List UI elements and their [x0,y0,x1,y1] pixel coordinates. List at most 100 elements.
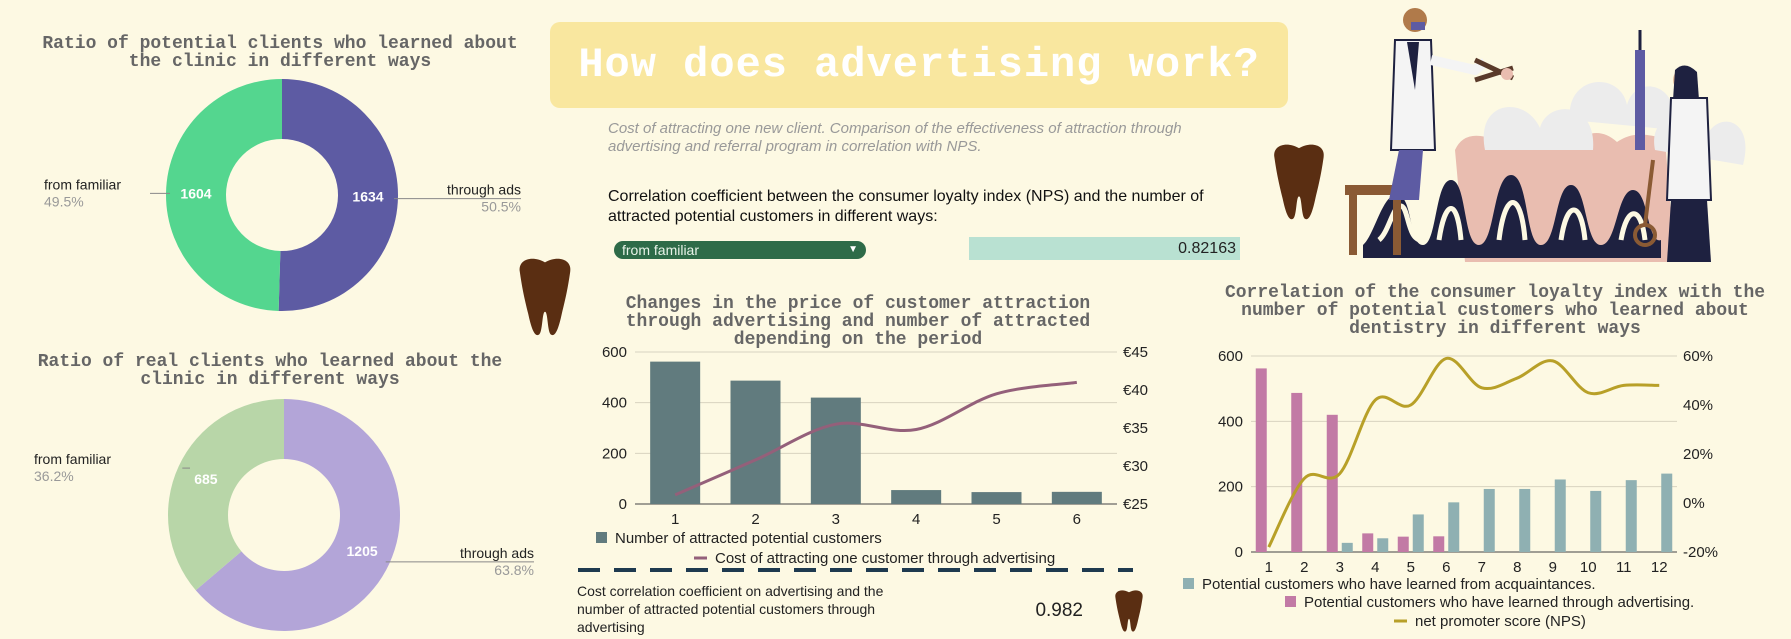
bar [1377,538,1389,552]
y-tick-label: 400 [1218,413,1243,430]
cost-correlation-value: 0.982 [1035,600,1083,621]
x-tick-label: 7 [1478,559,1486,576]
donut-slice [195,399,400,631]
x-tick-label: 6 [1442,559,1450,576]
legend-label: Potential customers who have learned thr… [1304,594,1694,611]
x-tick-label: 2 [751,511,759,528]
bar [1397,536,1409,552]
series-line [1267,356,1660,548]
y2-tick-label: 40% [1683,397,1713,414]
slice-percent-label: 50.5% [481,199,521,215]
slice-percent-label: 63.8% [494,562,534,578]
slice-percent-label: 36.2% [34,468,74,484]
y-tick-label: 200 [602,445,627,462]
x-tick-label: 4 [912,511,920,528]
x-tick-label: 3 [1336,559,1344,576]
header-banner: How does advertising work? [550,22,1288,108]
x-tick-label: 1 [671,511,679,528]
tooth-icon [1274,144,1324,220]
tooth-icon [519,258,571,336]
x-tick-label: 8 [1513,559,1521,576]
x-tick-label: 11 [1616,559,1632,576]
donut-slice [278,79,399,312]
chevron-down-icon: ▼ [848,244,858,255]
bar [1625,480,1637,552]
donut-slice [167,399,284,591]
bar [1326,414,1338,552]
x-tick-label: 12 [1651,559,1668,576]
legend-label: net promoter score (NPS) [1415,613,1586,630]
legend-swatch [596,532,607,543]
select-value: from familiar [622,242,700,258]
y2-tick-label: 20% [1683,446,1713,463]
slice-name-label: through ads [447,182,521,198]
separator-line [578,568,1133,572]
y-tick-label: 0 [1235,544,1243,561]
y2-tick-label: €45 [1123,344,1148,361]
bar [810,397,861,504]
bar [1519,488,1531,552]
bar [1554,479,1566,552]
bar [971,492,1022,504]
slice-name-label: from familiar [44,176,121,192]
slice-percent-label: 49.5% [44,193,84,209]
combo1-chart: 0 200 400 600 €25 €30 €35 €40 €45 1 2 3 4 5 6 Number of… [596,344,1148,567]
y-tick-label: 200 [1218,479,1243,496]
correlation-method-select[interactable]: from familiar ▼ [614,241,866,259]
y2-tick-label: -20% [1683,544,1718,561]
page-subtitle: Cost of attracting one new client. Compa… [608,120,1182,155]
bar [1433,536,1445,552]
donut2-title: Ratio of real clients who learned about … [37,352,503,390]
series-line [674,380,1078,497]
x-tick-label: 5 [1407,559,1415,576]
bar [1255,368,1267,552]
y2-tick-label: €25 [1123,496,1148,513]
legend-swatch [1285,596,1296,607]
slice-value-label: 685 [194,471,218,487]
bar [1661,473,1673,552]
legend-label: Cost of attracting one customer through … [715,550,1055,567]
x-tick-label: 2 [1300,559,1308,576]
y2-tick-label: 60% [1683,348,1713,365]
legend-label: Number of attracted potential customers [615,530,882,547]
y-tick-label: 600 [602,344,627,361]
legend-swatch [1183,578,1194,589]
y2-tick-label: €30 [1123,458,1148,475]
bar [891,490,942,504]
y-tick-label: 600 [1218,348,1243,365]
slice-value-label: 1205 [347,543,378,559]
y2-tick-label: €40 [1123,382,1148,399]
x-tick-label: 1 [1265,559,1273,576]
bar [1590,490,1602,552]
slice-value-label: 1634 [352,188,383,204]
x-tick-label: 4 [1371,559,1379,576]
y-tick-label: 0 [619,496,627,513]
page-title: How does advertising work? [578,41,1260,89]
bar [1291,392,1303,552]
x-tick-label: 10 [1580,559,1597,576]
bar [650,361,701,504]
legend-label: Potential customers who have learned fro… [1202,576,1596,593]
bar [1483,488,1495,552]
x-tick-label: 3 [832,511,840,528]
bar [730,380,781,504]
tooth-icon [1115,590,1143,632]
slice-name-label: from familiar [34,451,111,467]
correlation-question: Correlation coefficient between the cons… [608,188,1204,225]
bar [1051,491,1102,504]
y-tick-label: 400 [602,395,627,412]
y2-tick-label: 0% [1683,495,1705,512]
slice-name-label: through ads [460,545,534,561]
combo1-title: Changes in the price of customer attract… [625,294,1091,350]
correlation-value: 0.82163 [969,237,1240,260]
bar [1341,542,1353,552]
bar [1448,502,1460,552]
x-tick-label: 9 [1549,559,1557,576]
y2-tick-label: €35 [1123,420,1148,437]
x-tick-label: 6 [1073,511,1081,528]
dentists-illustration [1345,8,1746,262]
slice-value-label: 1604 [180,186,211,202]
